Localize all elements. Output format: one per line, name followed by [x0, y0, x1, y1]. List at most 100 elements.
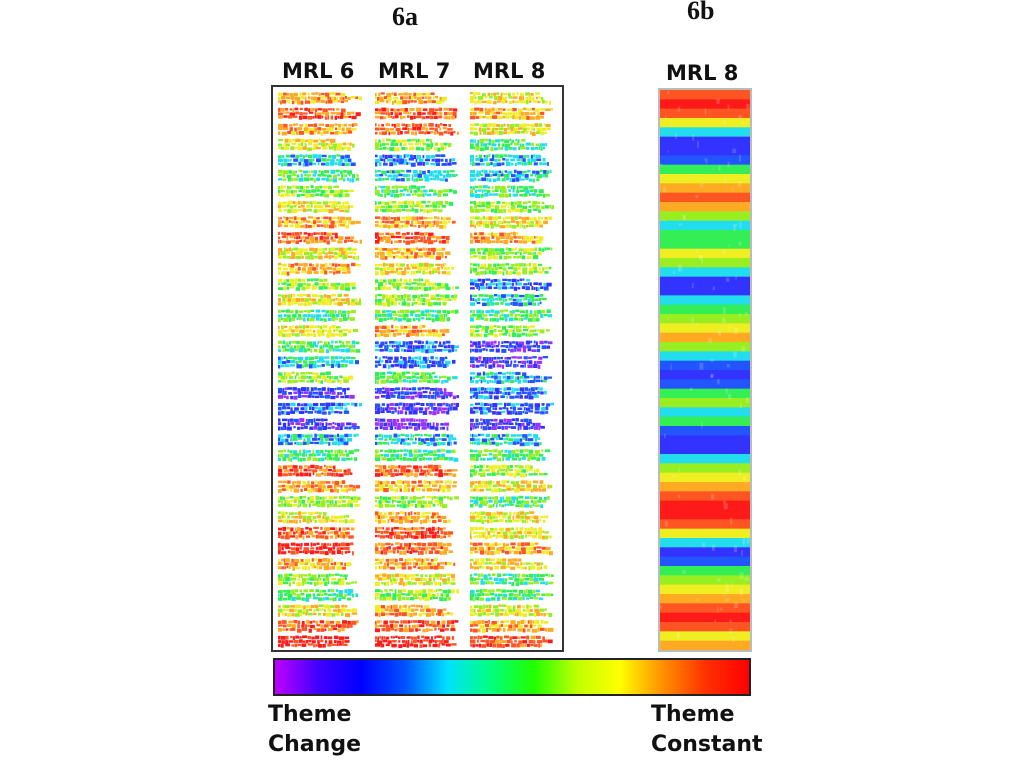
theme-word-mark: [470, 239, 474, 244]
theme-word-mark: [420, 348, 425, 353]
theme-word-mark: [527, 251, 532, 256]
theme-word-mark: [429, 189, 434, 192]
theme-word-mark: [320, 503, 326, 508]
theme-word-mark: [424, 255, 430, 258]
theme-word-mark: [399, 158, 405, 163]
theme-word-mark: [394, 115, 399, 119]
theme-word-mark: [549, 170, 552, 173]
theme-word-mark: [433, 379, 438, 383]
theme-word-mark: [529, 294, 535, 299]
theme-word-mark: [403, 332, 405, 335]
theme-word-mark: [379, 348, 384, 352]
theme-word-mark: [323, 468, 328, 472]
theme-word-mark: [294, 453, 300, 457]
theme-word-mark: [422, 457, 426, 461]
theme-word-mark: [302, 154, 305, 159]
theme-word-mark: [291, 178, 294, 182]
theme-word-mark: [447, 441, 451, 446]
theme-word-mark: [480, 376, 485, 380]
theme-word-mark: [433, 402, 436, 406]
theme-word-mark: [423, 174, 429, 179]
theme-word-mark: [375, 271, 379, 276]
theme-word-mark: [328, 201, 332, 204]
theme-word-mark: [322, 298, 327, 303]
theme-word-mark: [290, 146, 295, 151]
theme-word-mark: [280, 574, 283, 579]
theme-word-mark: [335, 438, 338, 441]
theme-word-mark: [329, 388, 335, 392]
theme-word-mark: [282, 201, 288, 205]
theme-word-mark: [400, 278, 403, 282]
theme-word-mark: [522, 205, 527, 209]
theme-word-mark: [337, 608, 341, 613]
theme-word-mark: [447, 596, 451, 601]
theme-word-mark: [318, 123, 324, 126]
theme-word-mark: [399, 457, 403, 461]
theme-word-mark: [282, 628, 286, 631]
theme-word-mark: [347, 130, 353, 134]
theme-word-mark: [442, 504, 448, 509]
theme-word-mark: [330, 624, 336, 628]
theme-word-mark: [539, 169, 543, 173]
theme-word-mark: [304, 410, 308, 413]
theme-word-mark: [435, 589, 438, 592]
theme-word-mark: [419, 418, 421, 423]
theme-word-mark: [470, 364, 472, 368]
theme-word-mark: [307, 341, 313, 346]
theme-word-mark: [470, 333, 474, 337]
theme-word-mark: [491, 170, 495, 173]
theme-word-mark: [340, 283, 345, 288]
theme-word-mark: [296, 372, 299, 376]
theme-word-mark: [317, 301, 322, 305]
theme-word-mark: [334, 189, 340, 194]
theme-word-mark: [407, 612, 410, 617]
theme-word-mark: [322, 558, 328, 562]
theme-word-mark: [524, 111, 530, 116]
theme-word-mark: [375, 302, 378, 306]
theme-word-mark: [379, 116, 384, 120]
theme-word-mark: [389, 425, 394, 430]
theme-word-mark: [281, 558, 284, 562]
theme-word-mark: [287, 550, 291, 553]
theme-word-mark: [510, 264, 515, 267]
theme-word-mark: [492, 363, 496, 368]
theme-word-mark: [380, 406, 382, 411]
theme-word-mark: [317, 481, 320, 485]
theme-word-mark: [389, 162, 394, 167]
theme-word-mark: [285, 333, 292, 338]
theme-word-mark: [402, 504, 407, 509]
theme-word-mark: [428, 341, 432, 345]
theme-word-mark: [413, 593, 418, 597]
theme-word-mark: [345, 534, 348, 538]
theme-word-mark: [299, 239, 302, 243]
theme-word-mark: [434, 286, 438, 291]
theme-word-mark: [325, 640, 328, 644]
theme-word-mark: [293, 499, 297, 504]
theme-word-mark: [406, 263, 409, 268]
theme-word-mark: [523, 263, 526, 267]
theme-word-mark: [299, 519, 301, 524]
theme-word-mark: [329, 309, 335, 314]
theme-word-mark: [418, 425, 420, 430]
theme-word-mark: [337, 263, 341, 267]
theme-word-mark: [377, 97, 380, 101]
theme-word-mark: [391, 496, 394, 500]
theme-word-mark: [326, 223, 329, 228]
theme-word-mark: [377, 534, 380, 538]
theme-word-mark: [478, 341, 481, 345]
theme-word-mark: [307, 267, 312, 271]
theme-word-mark: [525, 224, 529, 228]
theme-word-mark: [393, 433, 398, 438]
theme-word-mark: [290, 154, 296, 158]
theme-word-mark: [531, 127, 534, 131]
theme-word-mark: [312, 449, 315, 454]
theme-word-mark: [375, 247, 379, 250]
theme-word-mark: [431, 581, 433, 585]
theme-word-mark: [326, 282, 329, 287]
theme-word-mark: [288, 317, 292, 322]
theme-word-mark: [312, 154, 318, 158]
theme-word-mark: [508, 325, 514, 328]
theme-word-mark: [438, 500, 444, 505]
theme-word-mark: [290, 628, 296, 631]
theme-word-mark: [379, 481, 383, 485]
